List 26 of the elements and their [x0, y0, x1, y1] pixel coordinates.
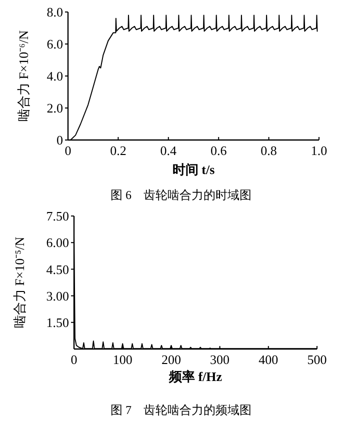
y-tick-label: 4.0	[46, 68, 63, 84]
y-tick-label: 8.0	[46, 4, 63, 20]
x-tick-label: 0.6	[210, 143, 228, 158]
x-tick-label: 1.0	[310, 143, 328, 158]
y-tick-label: 7.50	[46, 208, 69, 224]
y-tick-label: 0	[56, 132, 63, 148]
y-axis-title: 啮合力 F×10⁻⁶/N	[16, 30, 31, 122]
y-axis-title: 啮合力 F×10⁻⁵/N	[12, 236, 27, 328]
x-tick-label: 200	[161, 352, 181, 367]
y-tick-label: 2.0	[46, 100, 63, 116]
y-tick-label: 1.50	[46, 314, 69, 330]
x-tick-label: 300	[210, 352, 230, 367]
caption: 图 7 齿轮啮合力的频域图	[110, 403, 252, 417]
x-tick-label: 0.4	[160, 143, 178, 158]
x-tick-label: 100	[112, 352, 132, 367]
caption: 图 6 齿轮啮合力的时域图	[110, 188, 252, 202]
x-axis-title: 频率 f/Hz	[168, 369, 222, 384]
x-tick-label: 0.8	[260, 143, 277, 158]
y-tick-label: 6.0	[46, 36, 63, 52]
x-tick-label: 500	[307, 352, 327, 367]
x-tick-label: 0.2	[110, 143, 126, 158]
y-tick-label: 4.50	[46, 262, 69, 277]
x-axis-title: 时间 t/s	[172, 162, 215, 177]
x-tick-label: 400	[258, 352, 278, 367]
y-tick-label: 3.00	[46, 288, 69, 304]
y-tick-label: 6.00	[46, 235, 69, 250]
